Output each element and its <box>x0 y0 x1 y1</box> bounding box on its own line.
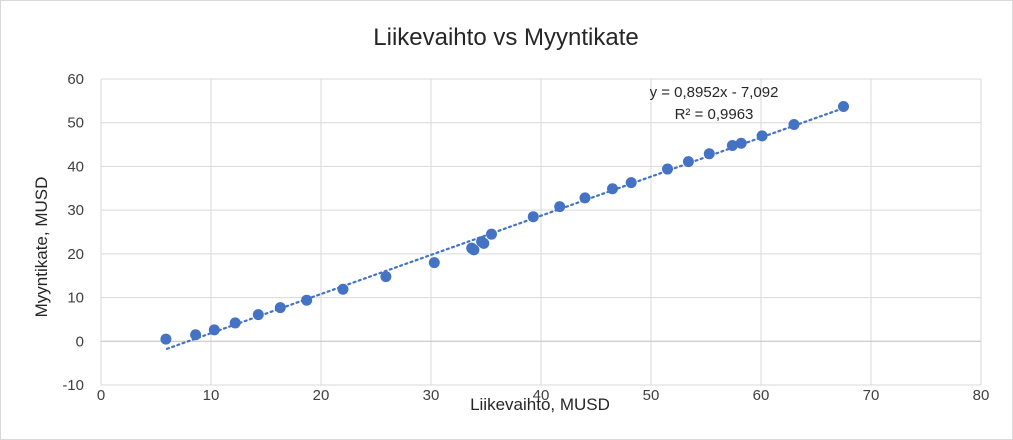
data-points <box>160 101 849 345</box>
trendline <box>165 107 845 350</box>
data-point <box>554 201 566 213</box>
y-tick-label: 0 <box>76 333 84 350</box>
data-point <box>838 101 849 113</box>
x-tick-label: 40 <box>533 387 550 404</box>
y-tick-label: -10 <box>62 377 84 394</box>
x-axis-label: Liikevaihto, MUSD <box>470 395 610 414</box>
y-axis-label: Myyntikate, MUSD <box>32 177 51 318</box>
x-tick-label: 50 <box>643 387 660 404</box>
trendline-equation: y = 0,8952x - 7,092 <box>650 84 779 101</box>
data-point <box>703 148 715 160</box>
data-point <box>274 302 286 314</box>
data-point <box>756 130 768 142</box>
x-tick-label: 10 <box>203 387 220 404</box>
data-point <box>527 211 539 223</box>
data-point <box>478 237 490 249</box>
data-point <box>579 192 591 204</box>
data-point <box>625 177 637 189</box>
data-point <box>486 228 497 240</box>
data-point <box>468 244 480 256</box>
data-point <box>662 163 673 175</box>
data-point <box>208 324 220 336</box>
data-point <box>252 309 264 321</box>
y-tick-label: 50 <box>67 115 84 132</box>
y-tick-label: 30 <box>67 202 84 219</box>
trendline-path <box>165 107 845 350</box>
data-point <box>160 333 172 345</box>
chart-title: Liikevaihto vs Myyntikate <box>373 24 638 51</box>
data-point <box>229 317 241 329</box>
y-tick-label: 10 <box>67 290 84 307</box>
gridlines <box>100 78 982 386</box>
trendline-r-squared: R² = 0,9963 <box>675 106 754 123</box>
x-tick-label: 0 <box>97 387 105 404</box>
y-tick-label: 60 <box>67 71 84 88</box>
x-tick-label: 70 <box>863 387 880 404</box>
data-point <box>735 137 747 149</box>
data-point <box>682 156 694 168</box>
x-tick-label: 60 <box>753 387 770 404</box>
data-point <box>788 118 800 130</box>
data-point <box>607 183 618 195</box>
y-tick-labels: -10 0 10 20 30 40 50 60 <box>62 71 84 394</box>
x-tick-label: 20 <box>313 387 330 404</box>
data-point <box>190 329 202 341</box>
data-point <box>301 294 313 306</box>
data-point <box>337 283 349 295</box>
x-tick-label: 80 <box>973 387 990 404</box>
data-point <box>428 257 440 269</box>
data-point <box>726 139 738 151</box>
x-tick-labels: 0 10 20 30 40 50 60 70 80 <box>97 387 990 404</box>
x-tick-label: 30 <box>423 387 440 404</box>
y-tick-label: 40 <box>67 158 84 175</box>
data-point <box>380 271 392 283</box>
y-tick-label: 20 <box>67 246 84 263</box>
